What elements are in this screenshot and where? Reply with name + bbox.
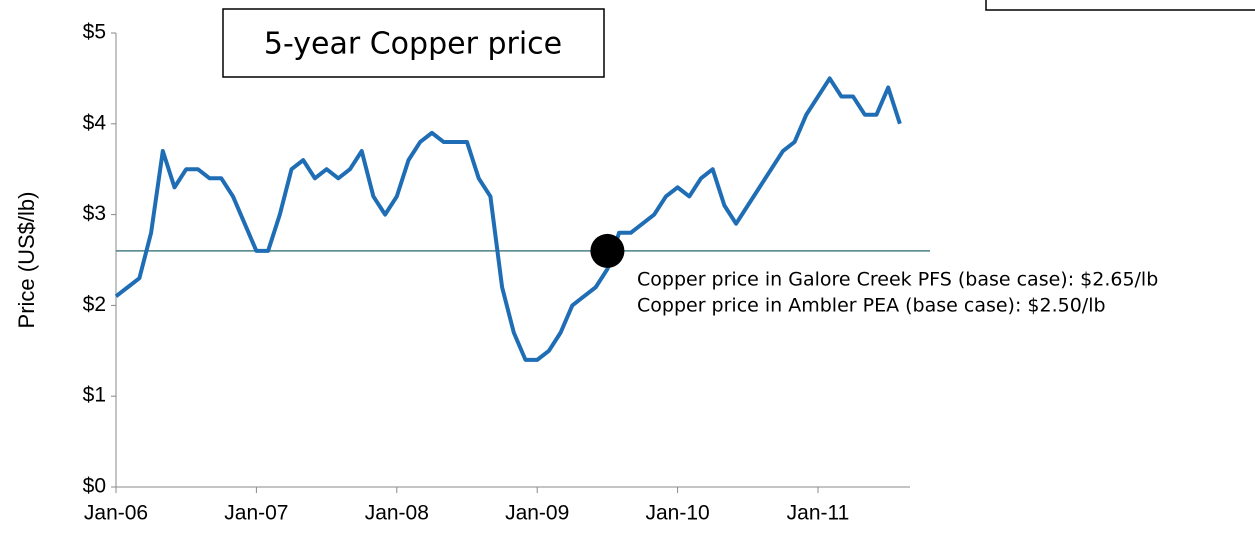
legend-box: [985, 0, 1255, 11]
x-tick-label: Jan-08: [365, 502, 429, 525]
y-tick-label: $1: [83, 384, 106, 407]
y-tick-label: $2: [83, 293, 106, 316]
x-tick-label: Jan-11: [787, 502, 850, 525]
title-box: [222, 8, 605, 78]
y-axis-label: Price (US$/lb): [14, 192, 39, 329]
y-tick-label: $5: [83, 21, 106, 44]
chart-title: 5-year Copper price: [264, 27, 562, 62]
annotation: Copper price in Galore Creek PFS (base c…: [637, 269, 1158, 291]
x-tick-label: Jan-10: [645, 502, 709, 525]
y-tick-label: $0: [83, 475, 106, 498]
annotation: Copper price in Ambler PEA (base case): …: [637, 295, 1106, 317]
x-tick-label: Jan-09: [505, 502, 569, 525]
x-tick-label: Jan-06: [84, 502, 148, 525]
marker: [590, 233, 625, 268]
y-tick-label: $3: [83, 202, 106, 225]
x-tick-label: Jan-07: [224, 502, 288, 525]
price-line: [114, 76, 902, 362]
y-tick-label: $4: [83, 111, 107, 134]
